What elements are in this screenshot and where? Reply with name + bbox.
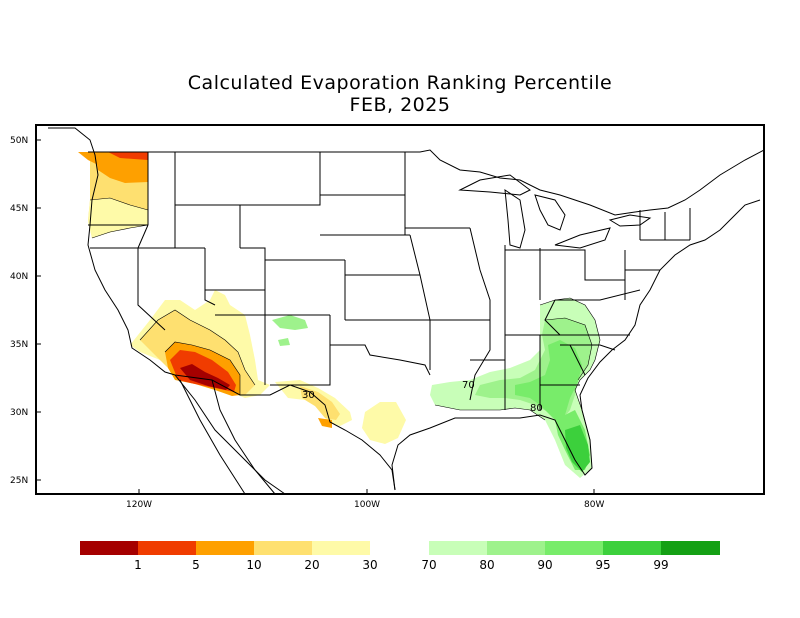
legend-swatch	[196, 541, 254, 555]
legend-label: 90	[537, 558, 553, 572]
legend-label: 1	[134, 558, 142, 572]
lon-label: 100W	[354, 500, 380, 510]
legend-label: 5	[192, 558, 200, 572]
legend-swatch	[545, 541, 603, 555]
lat-label: 25N	[10, 476, 28, 486]
lat-label: 45N	[10, 204, 28, 214]
legend-swatch	[429, 541, 487, 555]
legend-swatch	[80, 541, 138, 555]
map-title: Calculated Evaporation Ranking Percentil…	[187, 72, 613, 94]
legend-label: 30	[362, 558, 378, 572]
legend-label: 99	[653, 558, 669, 572]
legend-label: 20	[304, 558, 320, 572]
legend-swatch	[138, 541, 196, 555]
axis-ticks	[36, 139, 595, 494]
shading-pacific-northwest	[78, 152, 148, 238]
lat-label: 35N	[10, 340, 28, 350]
contour-label: 80	[530, 403, 543, 414]
contour-lines	[89, 197, 601, 441]
legend-swatch	[312, 541, 370, 555]
legend-label: 95	[595, 558, 611, 572]
political-boundaries	[48, 127, 765, 495]
lon-label: 80W	[584, 500, 604, 510]
legend-label: 10	[246, 558, 262, 572]
shading-southwest	[130, 290, 406, 444]
shading-southeast	[272, 298, 600, 478]
lat-label: 40N	[10, 272, 28, 282]
contour-label: 30	[302, 390, 315, 401]
legend-label: 70	[421, 558, 437, 572]
legend-swatch	[661, 541, 720, 555]
lon-label: 120W	[126, 500, 152, 510]
lat-label: 50N	[10, 136, 28, 146]
map-subtitle: FEB, 2025	[349, 94, 451, 116]
contour-label: 70	[462, 380, 475, 391]
map-frame	[35, 124, 765, 495]
legend-swatch	[487, 541, 545, 555]
legend-swatch	[254, 541, 312, 555]
legend-swatch	[603, 541, 661, 555]
legend-label: 80	[479, 558, 495, 572]
lat-label: 30N	[10, 408, 28, 418]
